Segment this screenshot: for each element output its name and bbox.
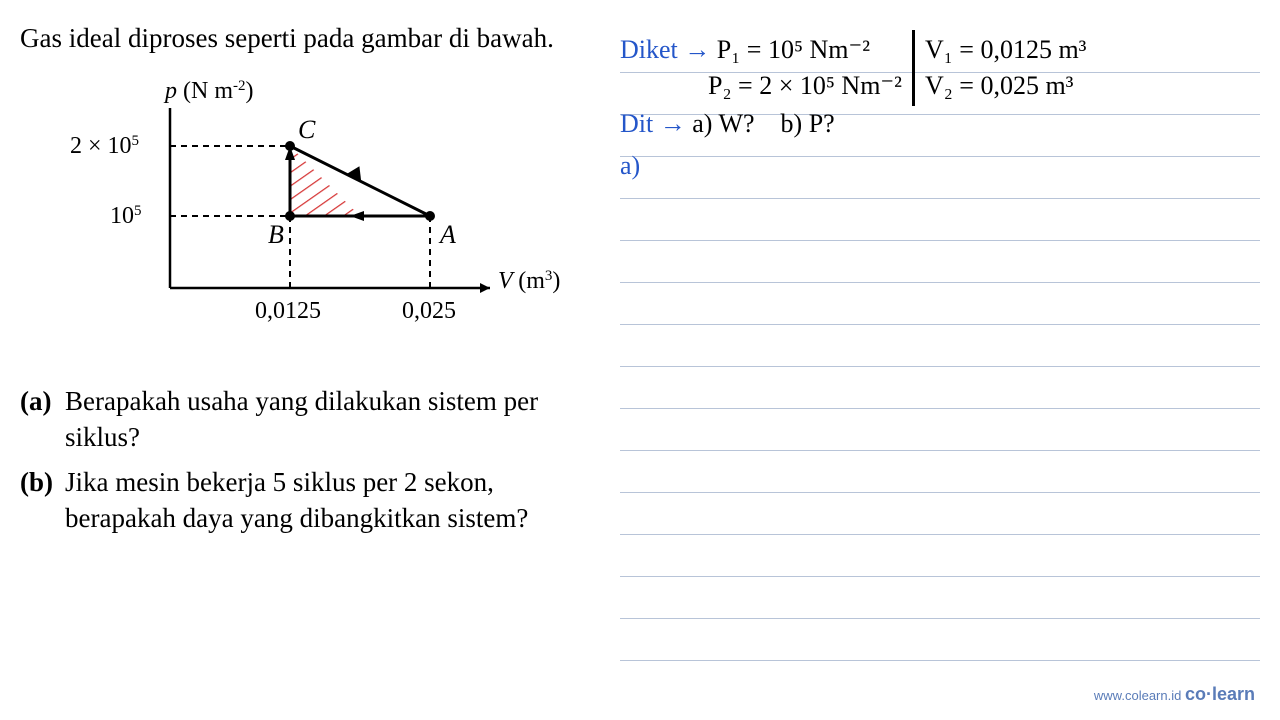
answer-a-label: a): [620, 148, 1260, 184]
point-a: [425, 211, 435, 221]
chart-svg: p (N m-2) 2 × 105 105: [60, 78, 560, 348]
diket-label: Diket →: [620, 35, 710, 64]
v2-value: V₂ = 0,025 m³: [925, 68, 1087, 104]
x-arrow-icon: [480, 283, 490, 293]
v1-value: V₁ = 0,0125 m³: [925, 32, 1087, 68]
q-a-text: Berapakah usaha yang dilakukan sistem pe…: [65, 383, 610, 456]
q-a-label: (a): [20, 383, 65, 456]
problem-intro: Gas ideal diproses seperti pada gambar d…: [20, 20, 610, 58]
label-a: A: [438, 220, 456, 249]
problem-panel: Gas ideal diproses seperti pada gambar d…: [20, 20, 610, 537]
p1-value: P₁ = 10⁵ Nm⁻²: [717, 35, 870, 64]
label-c: C: [298, 115, 316, 144]
handwriting-panel: Diket → P₁ = 10⁵ Nm⁻² P₂ = 2 × 10⁵ Nm⁻² …: [620, 30, 1260, 185]
footer-url: www.colearn.id: [1094, 688, 1181, 703]
arrow-icon: [345, 162, 367, 182]
question-a: (a) Berapakah usaha yang dilakukan siste…: [20, 383, 610, 456]
p2-value: P₂ = 2 × 10⁵ Nm⁻²: [708, 71, 902, 100]
dit-row: Dit → a) W? b) P?: [620, 106, 1260, 142]
y-axis-label: p (N m-2): [163, 78, 254, 104]
x-tick-1: 0,0125: [255, 298, 321, 324]
dit-b: b) P?: [781, 109, 835, 138]
q-b-text: Jika mesin bekerja 5 siklus per 2 sekon,…: [65, 464, 610, 537]
divider-bar: [912, 30, 915, 106]
point-b: [285, 211, 295, 221]
given-row: Diket → P₁ = 10⁵ Nm⁻² P₂ = 2 × 10⁵ Nm⁻² …: [620, 30, 1260, 106]
x-tick-2: 0,025: [402, 298, 456, 324]
q-b-label: (b): [20, 464, 65, 537]
label-b: B: [268, 220, 284, 249]
pv-diagram: p (N m-2) 2 × 105 105: [60, 78, 610, 353]
dit-label: Dit →: [620, 109, 686, 138]
question-b: (b) Jika mesin bekerja 5 siklus per 2 se…: [20, 464, 610, 537]
footer-brand: co·learn: [1185, 684, 1255, 704]
hatched-region: [290, 146, 360, 216]
y-tick-1: 2 × 105: [70, 133, 139, 159]
footer: www.colearn.id co·learn: [1094, 684, 1255, 705]
y-tick-2: 105: [110, 203, 142, 229]
point-c: [285, 141, 295, 151]
questions-block: (a) Berapakah usaha yang dilakukan siste…: [20, 383, 610, 537]
x-axis-label: V (m3): [498, 268, 560, 294]
dit-a: a) W?: [692, 109, 754, 138]
